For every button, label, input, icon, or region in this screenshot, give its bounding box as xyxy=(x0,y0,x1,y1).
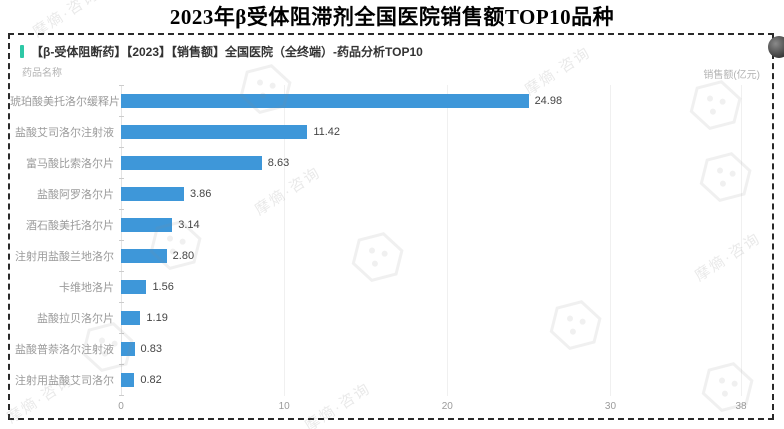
value-label: 3.14 xyxy=(178,218,200,231)
chart-row: 盐酸普萘洛尔注射液 0.83 xyxy=(10,333,772,364)
value-label: 3.86 xyxy=(189,187,212,200)
gridline-x-38 xyxy=(741,85,742,396)
value-label: 2.80 xyxy=(172,249,195,262)
x-axis-name: 销售额(亿元) xyxy=(703,70,760,81)
chart-row: 盐酸阿罗洛尔片 3.86 xyxy=(10,178,772,209)
bar-3[interactable] xyxy=(121,155,262,170)
category-axis-tick xyxy=(119,302,124,303)
bar-track: 0.83 xyxy=(121,341,741,356)
bar-9[interactable] xyxy=(121,341,135,356)
gridline-x-20 xyxy=(447,85,449,396)
plot-gridlines xyxy=(119,85,742,396)
watermark-logo-badge xyxy=(768,36,784,58)
bar-5[interactable] xyxy=(121,217,173,232)
bar-track: 2.80 xyxy=(121,248,741,263)
category-axis-tick xyxy=(119,85,124,86)
x-tick-label-30: 30 xyxy=(604,401,617,412)
bar-track: 11.42 xyxy=(121,124,741,139)
bar-4[interactable] xyxy=(121,186,184,201)
value-label: 0.83 xyxy=(140,342,162,355)
category-label: 注射用盐酸艾司洛尔 xyxy=(15,374,114,387)
category-label: 富马酸比索洛尔片 xyxy=(26,157,114,170)
category-axis-tick xyxy=(119,333,124,334)
x-tick-label-20: 20 xyxy=(441,401,453,412)
chart-panel: 【β-受体阻断药】【2023】【销售额】全国医院（全终端）-药品分析TOP10 … xyxy=(8,33,774,420)
category-axis-tick xyxy=(119,364,124,365)
category-label: 注射用盐酸兰地洛尔 xyxy=(15,250,114,263)
category-axis-tick xyxy=(119,178,124,179)
y-axis-name: 药品名称 xyxy=(22,68,62,79)
category-label: 盐酸普萘洛尔注射液 xyxy=(15,343,114,356)
value-label: 1.19 xyxy=(146,311,168,324)
bar-chart: 琥珀酸美托洛尔缓释片 24.98 盐酸艾司洛尔注射液 11.42 富马酸比索洛尔片 8.6… xyxy=(10,85,772,412)
value-label: 24.98 xyxy=(534,94,563,107)
chart-row: 注射用盐酸艾司洛尔 0.82 xyxy=(10,364,772,395)
bar-track: 8.63 xyxy=(121,155,741,170)
bar-track: 0.82 xyxy=(121,372,741,387)
category-label: 盐酸拉贝洛尔片 xyxy=(37,312,114,325)
bar-track: 3.14 xyxy=(121,217,741,232)
x-axis-ticks: 0 10 20 30 38 xyxy=(118,401,746,415)
gridline-x-10 xyxy=(284,85,286,396)
bar-2[interactable] xyxy=(121,124,308,139)
chart-header-title: 【β-受体阻断药】【2023】【销售额】全国医院（全终端）-药品分析TOP10 xyxy=(31,45,423,59)
bar-1[interactable] xyxy=(121,93,529,108)
bar-track: 3.86 xyxy=(121,186,741,201)
bar-10[interactable] xyxy=(121,372,135,387)
chart-row: 酒石酸美托洛尔片 3.14 xyxy=(10,209,772,240)
page-title: 2023年β受体阻滞剂全国医院销售额TOP10品种 xyxy=(169,5,615,29)
x-tick-label-10: 10 xyxy=(278,401,290,412)
category-axis-tick xyxy=(119,240,124,241)
category-label: 琥珀酸美托洛尔缓释片 xyxy=(10,95,120,108)
category-label: 盐酸阿罗洛尔片 xyxy=(37,188,114,201)
chart-row: 卡维地洛片 1.56 xyxy=(10,271,772,302)
accent-bar-icon xyxy=(20,45,24,58)
category-axis-tick xyxy=(119,147,124,148)
bar-track: 24.98 xyxy=(121,93,741,108)
bar-track: 1.19 xyxy=(121,310,741,325)
bar-7[interactable] xyxy=(121,279,147,294)
x-tick-label-38: 38 xyxy=(735,401,747,412)
category-label: 盐酸艾司洛尔注射液 xyxy=(15,126,114,139)
category-axis-tick xyxy=(119,209,124,210)
bar-6[interactable] xyxy=(121,248,167,263)
chart-row: 富马酸比索洛尔片 8.63 xyxy=(10,147,772,178)
value-label: 11.42 xyxy=(313,125,341,138)
category-axis-tick xyxy=(119,271,124,272)
bar-track: 1.56 xyxy=(121,279,741,294)
bar-8[interactable] xyxy=(121,310,141,325)
x-tick-label-0: 0 xyxy=(118,401,124,412)
bar-rows: 琥珀酸美托洛尔缓释片 24.98 盐酸艾司洛尔注射液 11.42 富马酸比索洛尔片 8.6… xyxy=(10,85,772,395)
category-axis-tick xyxy=(119,116,124,117)
chart-row: 注射用盐酸兰地洛尔 2.80 xyxy=(10,240,772,271)
chart-row: 盐酸拉贝洛尔片 1.19 xyxy=(10,302,772,333)
category-axis-tick xyxy=(119,395,124,396)
value-label: 8.63 xyxy=(267,156,290,169)
category-label: 卡维地洛片 xyxy=(59,281,114,294)
value-label: 0.82 xyxy=(140,373,162,386)
chart-row: 盐酸艾司洛尔注射液 11.42 xyxy=(10,116,772,147)
category-label: 酒石酸美托洛尔片 xyxy=(26,219,114,232)
value-label: 1.56 xyxy=(152,280,174,293)
gridline-x-30 xyxy=(610,85,612,396)
chart-header: 【β-受体阻断药】【2023】【销售额】全国医院（全终端）-药品分析TOP10 xyxy=(20,43,423,60)
chart-row: 琥珀酸美托洛尔缓释片 24.98 xyxy=(10,85,772,116)
